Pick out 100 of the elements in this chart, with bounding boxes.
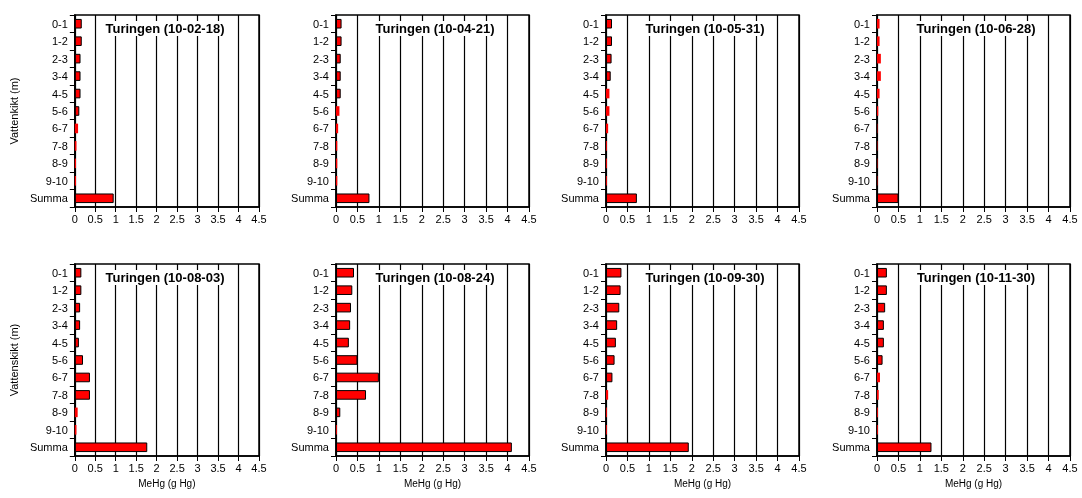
x-tick-label: 1	[112, 212, 119, 225]
x-tick-label: 4.5	[521, 212, 537, 225]
x-tick-label: 2	[688, 461, 695, 474]
x-tick-label: 3.5	[210, 461, 226, 474]
x-tick-label: 2	[418, 461, 425, 474]
x-tick-label: 4.5	[791, 461, 807, 474]
x-tick-label: 0.5	[890, 461, 907, 474]
x-tick-label: 1	[916, 212, 923, 225]
y-tick-label: 8-9	[854, 157, 870, 170]
x-tick-label: 2	[959, 212, 966, 225]
x-tick-label: 2.5	[435, 461, 451, 474]
bar	[606, 390, 609, 400]
bar	[877, 71, 881, 81]
text: Turingen (10-11-30)	[916, 270, 1036, 285]
x-tick-label: 1.5	[933, 461, 949, 474]
x-tick-label: 3.5	[748, 461, 764, 474]
y-tick-label: 4-5	[313, 336, 329, 349]
bar	[877, 53, 881, 64]
y-tick-label: 0-1	[51, 17, 68, 30]
y-tick-label: 1-2	[854, 284, 870, 297]
y-tick-label: 8-9	[854, 406, 870, 419]
y-tick-label: 2-3	[51, 52, 68, 65]
y-tick-label: 0-1	[854, 17, 870, 30]
y-tick-label: 0-1	[51, 266, 68, 279]
x-tick-label: 4	[1045, 212, 1052, 225]
x-tick-label: 1	[375, 461, 382, 474]
x-tick-label: 2.5	[705, 212, 721, 225]
x-tick-label: 1.5	[128, 212, 144, 225]
y-tick-label: 2-3	[313, 52, 329, 65]
x-tick-label: 1	[375, 212, 382, 225]
y-tick-label: 3-4	[854, 319, 870, 332]
y-tick-label: 2-3	[583, 52, 599, 65]
x-tick-label: 4	[504, 461, 511, 474]
x-tick-label: 4.5	[791, 212, 807, 225]
y-tick-label: 6-7	[51, 122, 68, 135]
x-tick-label: 0.5	[619, 461, 636, 474]
x-tick-label: 0	[71, 212, 78, 225]
y-tick-label: 7-8	[51, 139, 68, 152]
x-tick-label: 2.5	[169, 212, 185, 225]
bar	[336, 106, 340, 116]
x-tick-label: 0	[602, 461, 610, 474]
x-tick-label: 2.5	[976, 212, 992, 225]
y-tick-label: 4-5	[854, 87, 870, 100]
y-tick-label: 4-5	[51, 336, 68, 349]
x-tick-label: 1.5	[662, 212, 678, 225]
bar	[877, 88, 880, 99]
y-tick-label: 5-6	[51, 105, 68, 117]
x-axis-title: MeHg (g Hg)	[138, 477, 196, 489]
y-tick-label: 1-2	[313, 284, 329, 297]
y-tick-label: 3-4	[583, 70, 599, 83]
y-tick-label: 9-10	[847, 174, 870, 187]
x-tick-label: 4	[235, 461, 242, 474]
x-tick-label: 1	[645, 212, 652, 225]
y-tick-label: 6-7	[51, 371, 68, 384]
x-tick-label: 0.5	[349, 461, 366, 474]
x-tick-label: 2	[688, 212, 695, 225]
x-tick-label: 3	[731, 461, 738, 474]
x-tick-label: 0.5	[87, 461, 103, 474]
y-tick-label: 7-8	[583, 388, 599, 401]
x-tick-label: 0	[602, 212, 610, 225]
y-tick-label: 4-5	[583, 87, 599, 100]
text: Turingen (10-06-28)	[916, 21, 1036, 36]
x-tick-label: 3	[1002, 461, 1009, 474]
y-tick-label: 5-6	[583, 354, 599, 366]
y-tick-label: 3-4	[854, 70, 870, 83]
y-tick-label: 3-4	[583, 319, 599, 332]
x-tick-label: 0	[873, 212, 881, 225]
y-tick-label: 7-8	[313, 139, 329, 152]
x-tick-label: 0.5	[619, 212, 636, 225]
y-tick-label: 7-8	[583, 139, 599, 152]
y-tick-label: 6-7	[313, 122, 329, 135]
y-tick-label: 7-8	[51, 388, 68, 401]
y-tick-label: 6-7	[583, 371, 599, 384]
x-tick-label: 2	[153, 212, 160, 225]
y-tick-label: 0-1	[583, 17, 599, 30]
x-tick-label: 3.5	[748, 212, 764, 225]
y-tick-label: 5-6	[854, 354, 870, 366]
y-tick-label: 0-1	[313, 17, 329, 30]
x-tick-label: 4.5	[521, 461, 537, 474]
y-tick-label: Summa	[29, 441, 69, 454]
text: Turingen (10-08-24)	[375, 270, 495, 285]
x-tick-label: 1	[645, 461, 652, 474]
x-tick-label: 4	[504, 212, 511, 225]
x-tick-label: 3	[731, 212, 738, 225]
y-tick-label: 4-5	[313, 87, 329, 100]
x-tick-label: 0.5	[349, 212, 366, 225]
y-tick-label: 2-3	[313, 301, 329, 314]
x-tick-label: 3	[194, 212, 201, 225]
bar	[877, 36, 880, 46]
x-tick-label: 3.5	[1019, 461, 1035, 474]
text: Turingen (10-04-21)	[375, 21, 495, 36]
y-tick-label: 8-9	[51, 157, 68, 170]
x-tick-label: 2.5	[705, 461, 721, 474]
y-tick-label: 9-10	[306, 423, 329, 436]
y-tick-label: 3-4	[313, 70, 329, 83]
y-tick-label: 2-3	[854, 52, 870, 65]
x-tick-label: 0	[332, 212, 340, 225]
x-tick-label: 1.5	[662, 461, 678, 474]
x-tick-label: 2.5	[169, 461, 185, 474]
y-tick-label: 1-2	[313, 35, 329, 48]
